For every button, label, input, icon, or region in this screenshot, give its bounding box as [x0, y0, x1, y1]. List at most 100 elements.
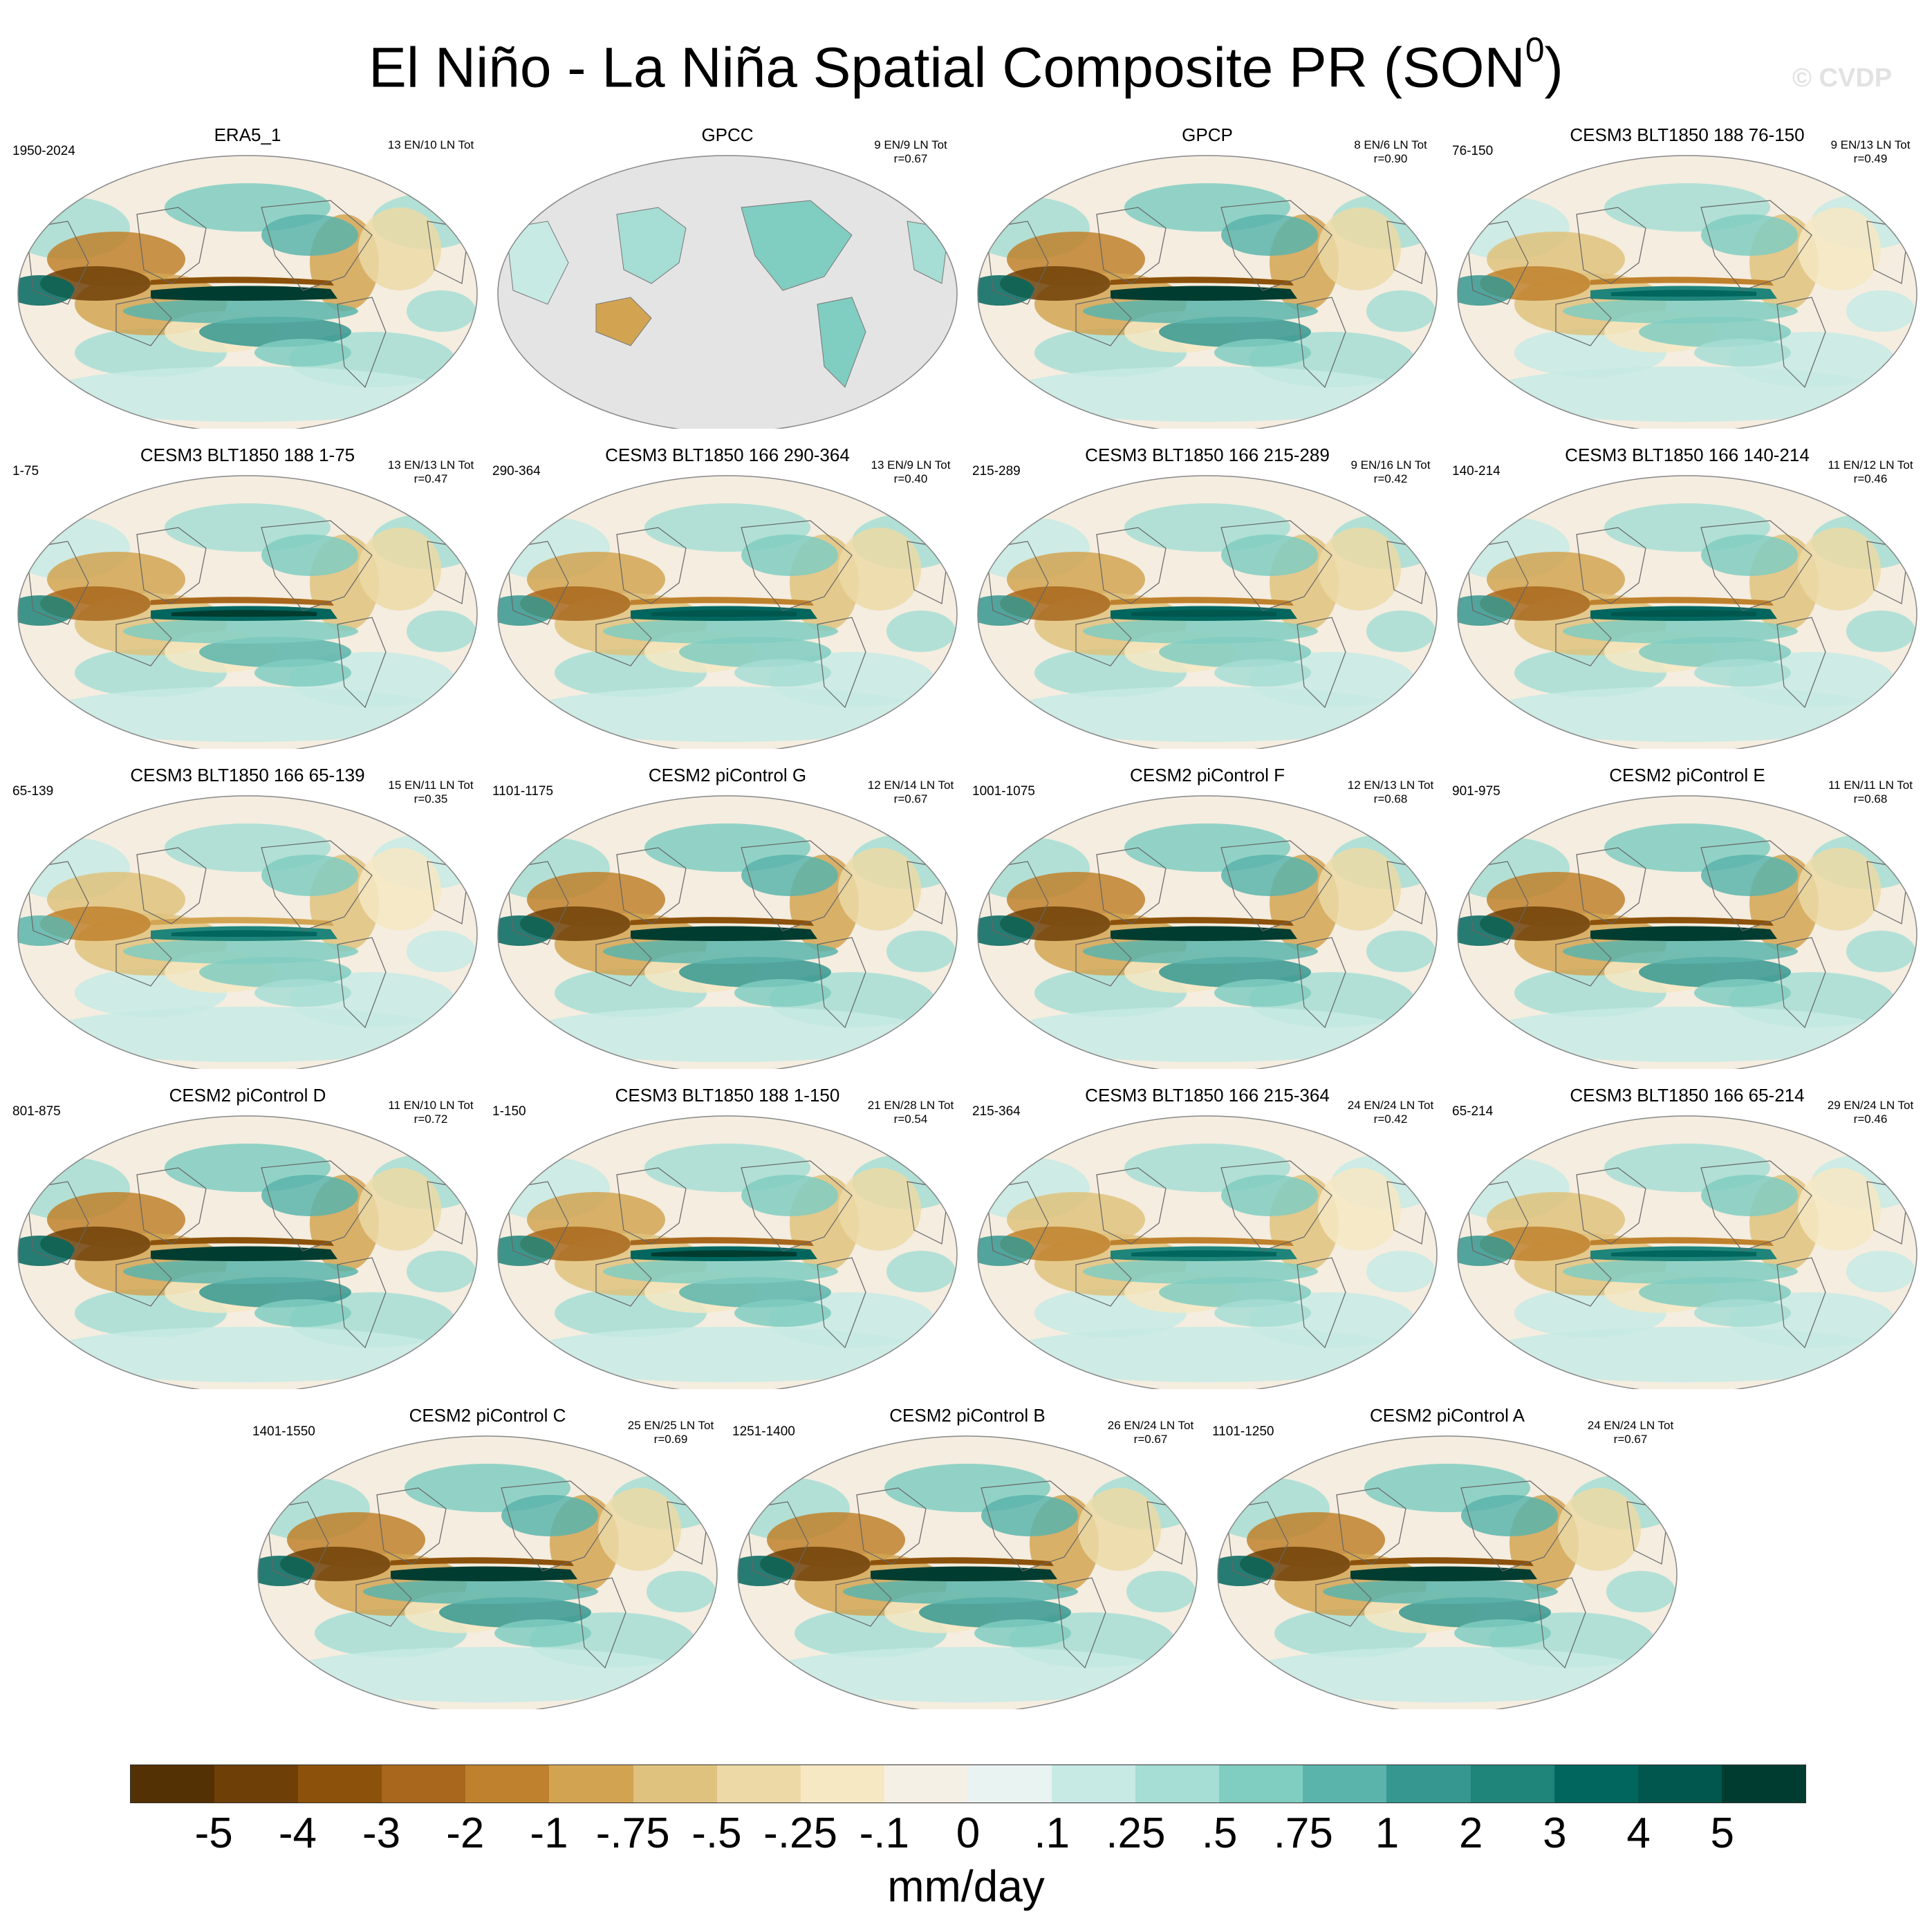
- colorbar-swatch: [382, 1765, 466, 1803]
- event-count-text: 29 EN/24 LN Tot: [1827, 1099, 1914, 1112]
- precip-anomaly-map: [977, 1115, 1438, 1389]
- event-count-text: 24 EN/24 LN Tot: [1587, 1419, 1674, 1432]
- pattern-correlation: r=0.35: [414, 792, 448, 806]
- pattern-correlation: r=0.68: [1373, 792, 1408, 806]
- panel-event-counts: 12 EN/14 LN Tot r=0.67: [859, 779, 963, 806]
- colorbar-tick-label: .1: [1034, 1809, 1070, 1857]
- colorbar-tick-label: -.5: [691, 1809, 742, 1857]
- panel-period: 801-875: [12, 1104, 61, 1119]
- panel-title: CESM3 BLT1850 166 215-364: [1085, 1085, 1330, 1106]
- map-panel: CESM3 BLT1850 188 76-150 76-150 9 EN/13 LN…: [1452, 124, 1922, 429]
- colorbar-swatch: [633, 1765, 717, 1803]
- colorbar-tick-labels: -5 -4 -3 -2 -1 -.75 -.5 -.25 -.1 0 .1 .25 .5 .75 1 2 3 4 5: [130, 1806, 1806, 1861]
- panel-title: CESM3 BLT1850 166 140-214: [1565, 445, 1810, 465]
- figure-title: El Niño - La Niña Spatial Composite PR (…: [369, 30, 1563, 100]
- panel-event-counts: 24 EN/24 LN Tot r=0.67: [1579, 1419, 1682, 1446]
- pattern-correlation: r=0.47: [414, 472, 448, 485]
- panel-period: 1251-1400: [732, 1424, 795, 1439]
- panel-title: CESM2 piControl G: [648, 765, 807, 785]
- event-count-text: 9 EN/9 LN Tot: [874, 138, 947, 151]
- panel-title: CESM2 piControl B: [889, 1405, 1046, 1426]
- colorbar-swatch: [1135, 1765, 1220, 1803]
- precip-anomaly-map: [977, 475, 1438, 749]
- panel-title: GPCP: [1182, 124, 1233, 145]
- panel-title: CESM2 piControl C: [409, 1405, 566, 1426]
- panel-title: CESM3 BLT1850 188 76-150: [1570, 124, 1805, 145]
- pattern-correlation: r=0.49: [1853, 152, 1888, 165]
- map-panel: CESM2 piControl F 1001-1075 12 EN/13 LN To…: [972, 765, 1442, 1069]
- panel-event-counts: 11 EN/11 LN Tot r=0.68: [1819, 779, 1922, 806]
- precip-anomaly-map: [17, 475, 478, 749]
- colorbar-tick-label: -1: [530, 1809, 568, 1857]
- precip-anomaly-map: [1457, 475, 1917, 749]
- colorbar: [130, 1765, 1806, 1803]
- panel-title: ERA5_1: [214, 124, 281, 145]
- event-count-text: 12 EN/14 LN Tot: [867, 779, 954, 792]
- panel-title: CESM3 BLT1850 166 65-214: [1570, 1085, 1805, 1106]
- panel-event-counts: 13 EN/10 LN Tot: [379, 138, 483, 152]
- precip-anomaly-map: [497, 475, 958, 749]
- map-panel: CESM2 piControl E 901-975 11 EN/11 LN Tot r…: [1452, 765, 1922, 1069]
- panel-event-counts: 24 EN/24 LN Tot r=0.42: [1339, 1099, 1442, 1126]
- colorbar-swatch: [800, 1765, 884, 1803]
- colorbar-tick-label: .25: [1106, 1809, 1166, 1857]
- colorbar-tick-label: .5: [1201, 1809, 1238, 1857]
- colorbar-swatch: [1637, 1765, 1722, 1803]
- event-count-text: 9 EN/13 LN Tot: [1830, 138, 1911, 151]
- event-count-text: 11 EN/10 LN Tot: [388, 1099, 474, 1112]
- colorbar-swatch: [131, 1765, 215, 1803]
- colorbar-tick-label: -2: [446, 1809, 485, 1857]
- precip-anomaly-map: [1217, 1435, 1678, 1709]
- panel-event-counts: 29 EN/24 LN Tot r=0.46: [1819, 1099, 1922, 1126]
- colorbar-tick-label: 4: [1626, 1809, 1651, 1857]
- map-panel: CESM3 BLT1850 166 215-289 215-289 9 EN/16 …: [972, 445, 1442, 749]
- precip-anomaly-map: [17, 155, 478, 429]
- map-panel: CESM3 BLT1850 188 1-150 1-150 21 EN/28 LN …: [492, 1085, 963, 1389]
- colorbar-tick-label: 0: [956, 1809, 981, 1857]
- colorbar-tick-label: -4: [278, 1809, 317, 1857]
- map-panel: ERA5_1 1950-2024 13 EN/10 LN Tot: [12, 124, 483, 429]
- pattern-correlation: r=0.67: [893, 792, 928, 806]
- panel-period: 1401-1550: [252, 1424, 315, 1439]
- panel-period: 215-364: [972, 1104, 1021, 1119]
- panel-event-counts: 26 EN/24 LN Tot r=0.67: [1099, 1419, 1202, 1446]
- precip-anomaly-map: [1457, 795, 1917, 1069]
- colorbar-swatch: [549, 1765, 633, 1803]
- colorbar-swatch: [465, 1765, 550, 1803]
- panel-event-counts: 25 EN/25 LN Tot r=0.69: [619, 1419, 723, 1446]
- panel-event-counts: 9 EN/13 LN Tot r=0.49: [1819, 138, 1922, 166]
- colorbar-swatch: [1303, 1765, 1387, 1803]
- colorbar-tick-label: 2: [1458, 1809, 1483, 1857]
- panel-title: CESM3 BLT1850 188 1-75: [140, 445, 355, 465]
- colorbar-swatch: [214, 1765, 299, 1803]
- precip-anomaly-map: [977, 155, 1438, 429]
- panel-event-counts: 13 EN/13 LN Tot r=0.47: [379, 458, 483, 486]
- panel-period: 290-364: [492, 464, 541, 478]
- precip-anomaly-map: [497, 1115, 958, 1389]
- panel-title: CESM2 piControl A: [1370, 1405, 1525, 1426]
- panel-period: 65-214: [1452, 1104, 1494, 1119]
- panel-title: CESM3 BLT1850 166 65-139: [130, 765, 365, 785]
- colorbar-tick-label: .75: [1273, 1809, 1333, 1857]
- colorbar-swatch: [298, 1765, 382, 1803]
- panel-period: 901-975: [1452, 784, 1501, 799]
- colorbar-swatch: [884, 1765, 968, 1803]
- pattern-correlation: r=0.67: [1133, 1433, 1168, 1446]
- pattern-correlation: r=0.42: [1373, 1112, 1408, 1126]
- event-count-text: 8 EN/6 LN Tot: [1354, 138, 1427, 151]
- panel-period: 215-289: [972, 464, 1021, 478]
- map-panel: CESM3 BLT1850 166 215-364 215-364 24 EN/24…: [972, 1085, 1442, 1389]
- panel-title: GPCC: [701, 124, 754, 145]
- colorbar-swatch: [1721, 1765, 1805, 1803]
- panel-period: 76-150: [1452, 144, 1494, 158]
- event-count-text: 26 EN/24 LN Tot: [1107, 1419, 1194, 1432]
- event-count-text: 9 EN/16 LN Tot: [1350, 458, 1431, 472]
- colorbar-tick-label: -.1: [859, 1809, 909, 1857]
- panel-period: 1101-1250: [1212, 1424, 1274, 1439]
- map-panel: CESM3 BLT1850 166 140-214 140-214 11 EN/12…: [1452, 445, 1922, 749]
- pattern-correlation: r=0.90: [1373, 152, 1408, 165]
- colorbar-tick-label: -.25: [763, 1809, 838, 1857]
- event-count-text: 25 EN/25 LN Tot: [627, 1419, 714, 1432]
- event-count-text: 11 EN/12 LN Tot: [1828, 458, 1913, 472]
- event-count-text: 24 EN/24 LN Tot: [1347, 1099, 1434, 1112]
